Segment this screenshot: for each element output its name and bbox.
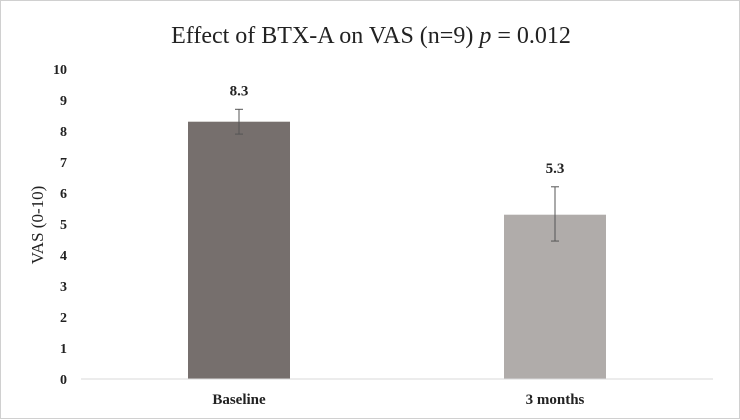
data-labels: 8.3 5.3 [230,83,565,177]
chart-title-p-symbol: p [477,23,491,49]
y-tick-label: 9 [60,94,67,109]
y-tick-label: 3 [60,280,67,295]
category-labels: Baseline 3 months [212,392,584,408]
bar [188,121,290,379]
bars [188,121,606,379]
y-tick-label: 1 [60,342,67,357]
error-bar [235,108,243,135]
y-tick-label: 10 [53,63,67,78]
bar [504,214,606,379]
chart-title-p-value: = 0.012 [491,23,571,49]
error-bars [235,108,559,242]
y-tick-label: 6 [60,187,67,202]
y-tick-label: 5 [60,218,67,233]
y-tick-label: 2 [60,311,67,326]
category-label: 3 months [526,392,585,408]
y-tick-label: 8 [60,125,67,140]
y-tick-label: 4 [60,249,67,264]
error-bar [551,186,559,242]
y-tick-label: 7 [60,156,67,171]
y-axis-label: VAS (0-10) [28,186,47,265]
data-label: 8.3 [230,83,249,99]
y-tick-labels: 0 1 2 3 4 5 6 7 8 9 10 [53,63,67,388]
y-tick-label: 0 [60,373,67,388]
category-label: Baseline [212,392,266,408]
data-label: 5.3 [546,161,565,177]
chart-title-main: Effect of BTX-A on VAS (n=9) [171,23,473,49]
chart-title: Effect of BTX-A on VAS (n=9) p = 0.012 [171,23,571,49]
